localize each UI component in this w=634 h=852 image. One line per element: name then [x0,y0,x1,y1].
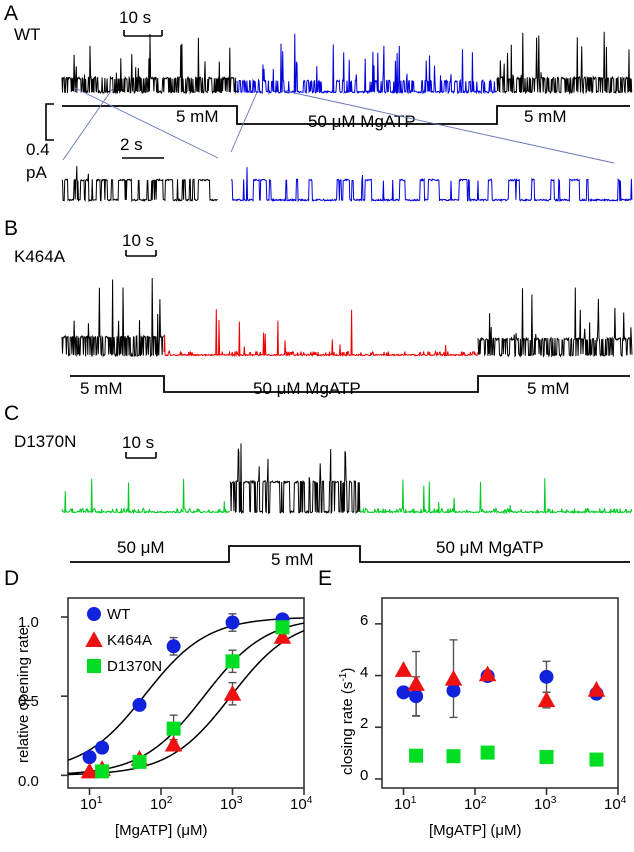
panel-e-xtick-3: 103 [534,795,557,813]
panel-c-protocol-label-1: 5 mM [271,550,314,569]
panel-letter-a: A [4,2,19,25]
panel-d-ytick-0-5: 0.5 [18,693,39,710]
panel-e-data-points [394,639,606,767]
panel-c-construct-label: D1370N [14,432,77,451]
panel-e-xtick-4: 104 [604,795,627,813]
panel-a-timescale-bar [123,30,163,37]
panel-a-current-scale-bar [45,103,54,141]
panel-a-protocol-label-0: 5 mM [176,107,219,126]
panel-e-ytick-4: 4 [360,664,369,681]
panel-e-ylabel: closing rate (s-1) [338,667,356,775]
panel-d-data-points [80,612,292,779]
panel-e-xtick-1: 101 [394,795,417,813]
panel-letter-b: B [4,217,19,240]
panel-d-legend-label-2: D1370N [107,658,163,675]
panel-b-protocol-bar [70,375,630,393]
panel-c-timescale-label: 10 s [122,433,155,452]
panel-a-traces [61,31,633,95]
panel-d-ytick-0: 0.0 [18,773,39,790]
panel-letter-d: D [4,567,20,590]
panel-c-traces [61,443,633,515]
panel-c-protocol-label-0: 50 μM [117,538,165,557]
panel-a-construct-label: WT [14,25,41,44]
panel-b-timescale-bar [125,250,157,257]
panel-d-legend-label-1: K464A [107,632,153,649]
panel-d-axes [61,597,305,795]
panel-a-current-scale-unit: pA [26,163,47,182]
panel-b-timescale-label: 10 s [122,231,155,250]
panel-a-protocol-bar [62,105,630,125]
panel-e-ytick-0: 0 [360,767,369,784]
panel-c-timescale-bar [125,452,157,459]
panel-b-protocol-label-0: 5 mM [80,379,123,398]
panel-a-expansion-connectors [62,87,615,164]
panel-a-timescale-label: 10 s [119,8,152,27]
panel-e-axes [375,597,619,795]
panel-c-protocol-bar [70,545,630,563]
panel-b-construct-label: K464A [14,247,66,266]
panel-letter-c: C [4,402,20,425]
panel-b-traces [61,277,633,358]
panel-b-protocol-label-2: 5 mM [527,379,570,398]
panel-a-expanded-traces [61,166,633,203]
panel-e-ytick-2: 2 [360,715,369,732]
panel-c-protocol-label-2: 50 μM MgATP [436,538,544,557]
panel-d-legend-label-0: WT [107,606,131,623]
panel-e-xtick-2: 102 [464,795,487,813]
panel-a-current-scale-value: 0.4 [26,140,50,159]
panel-d-xtick-3: 103 [220,795,243,813]
panel-e-xlabel: [MgATP] (μM) [429,822,522,839]
panel-a-protocol-label-1: 50 μM MgATP [308,112,416,131]
panel-d-xlabel: [MgATP] (μM) [115,822,208,839]
panel-d-xtick-4: 104 [290,795,313,813]
panel-d-legend [85,607,103,673]
panel-a-protocol-label-2: 5 mM [524,107,567,126]
panel-a-expanded-timescale-label: 2 s [120,135,143,154]
panel-d-xtick-2: 102 [150,795,173,813]
panel-d-xtick-1: 101 [80,795,103,813]
panel-e-ytick-6: 6 [360,612,369,629]
panel-d-ytick-1: 1.0 [18,614,39,631]
panel-letter-e: E [318,567,333,590]
panel-d-ylabel: relative opening rate [15,627,32,763]
